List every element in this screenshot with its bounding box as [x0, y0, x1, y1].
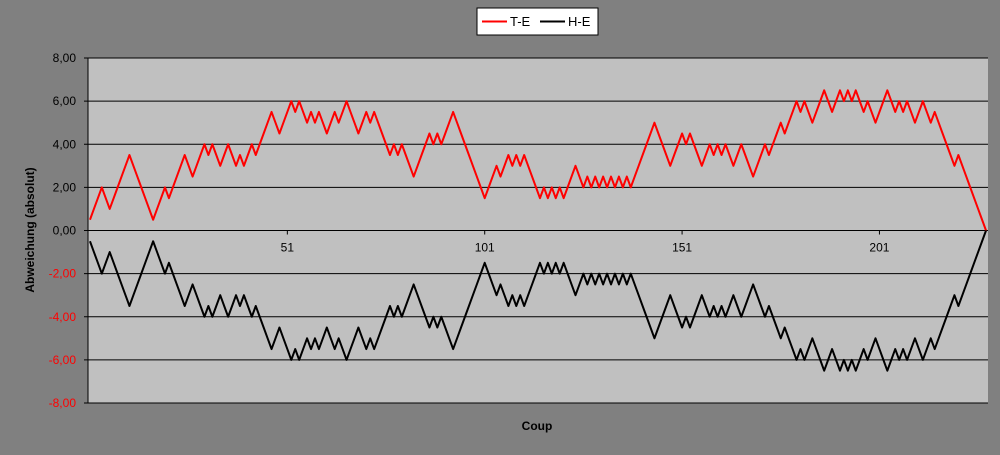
y-axis-tick-labels: 8,00 6,00 4,00 2,00 0,00 -2,00 -4,00 -6,00 -8,00	[49, 51, 77, 410]
legend-label-t-e: T-E	[510, 14, 531, 29]
y-tick-label: 8,00	[53, 51, 77, 65]
y-tick-label: 4,00	[53, 137, 77, 151]
legend-label-h-e: H-E	[568, 14, 591, 29]
series-lines	[89, 89, 987, 372]
x-axis-label: Coup	[522, 419, 553, 433]
x-axis-tick-labels: 51 101 151 201	[281, 230, 890, 255]
y-tick-label: -4,00	[49, 310, 77, 324]
series-line-t-e	[89, 89, 987, 231]
y-axis-label: Abweichung (absolut)	[23, 167, 37, 292]
x-tick-label: 101	[475, 241, 495, 255]
y-tick-label: -6,00	[49, 353, 77, 367]
x-tick-label: 51	[281, 241, 295, 255]
legend-box	[476, 7, 599, 36]
series-line-h-e	[89, 230, 987, 372]
gridlines	[84, 57, 988, 404]
y-tick-label: 6,00	[53, 94, 77, 108]
y-tick-label: -2,00	[49, 267, 77, 281]
y-tick-label: 2,00	[53, 180, 77, 194]
y-tick-label: -8,00	[49, 396, 77, 410]
x-tick-label: 151	[672, 241, 692, 255]
x-tick-label: 201	[869, 241, 889, 255]
legend: T-E H-E	[476, 7, 599, 36]
y-tick-label: 0,00	[53, 224, 77, 238]
